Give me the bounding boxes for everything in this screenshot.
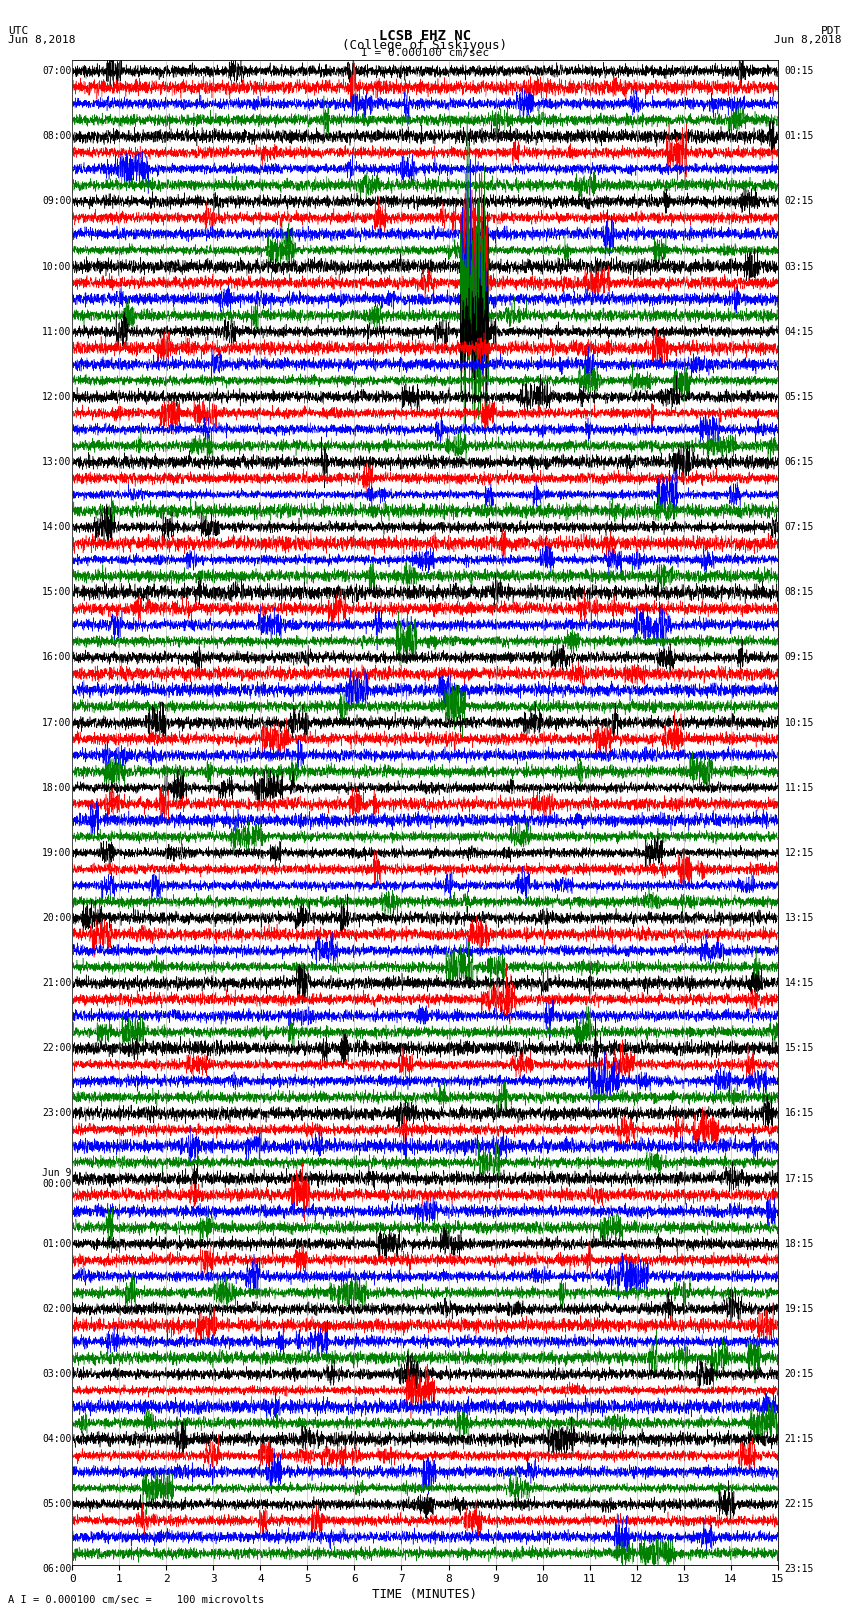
Text: 23:15: 23:15	[785, 1565, 814, 1574]
Text: A I = 0.000100 cm/sec =    100 microvolts: A I = 0.000100 cm/sec = 100 microvolts	[8, 1595, 264, 1605]
Text: 21:15: 21:15	[785, 1434, 814, 1444]
Text: 07:00: 07:00	[42, 66, 71, 76]
Text: 22:00: 22:00	[42, 1044, 71, 1053]
Text: 18:00: 18:00	[42, 782, 71, 792]
Text: 13:15: 13:15	[785, 913, 814, 923]
Text: 05:00: 05:00	[42, 1500, 71, 1510]
Text: 10:00: 10:00	[42, 261, 71, 271]
Text: 23:00: 23:00	[42, 1108, 71, 1118]
Text: 03:15: 03:15	[785, 261, 814, 271]
Text: 21:00: 21:00	[42, 977, 71, 989]
Text: 06:15: 06:15	[785, 456, 814, 468]
Text: 17:00: 17:00	[42, 718, 71, 727]
Text: 18:15: 18:15	[785, 1239, 814, 1248]
Text: Jun 9
00:00: Jun 9 00:00	[42, 1168, 71, 1189]
Text: LCSB EHZ NC: LCSB EHZ NC	[379, 29, 471, 44]
Text: PDT: PDT	[821, 26, 842, 35]
Text: 04:15: 04:15	[785, 327, 814, 337]
Text: 08:00: 08:00	[42, 131, 71, 142]
Text: 16:15: 16:15	[785, 1108, 814, 1118]
Text: 07:15: 07:15	[785, 523, 814, 532]
Text: 06:00: 06:00	[42, 1565, 71, 1574]
Text: 02:15: 02:15	[785, 197, 814, 206]
Text: 13:00: 13:00	[42, 456, 71, 468]
Text: 12:00: 12:00	[42, 392, 71, 402]
Text: 20:15: 20:15	[785, 1369, 814, 1379]
Text: 00:15: 00:15	[785, 66, 814, 76]
Text: 19:00: 19:00	[42, 848, 71, 858]
Text: 05:15: 05:15	[785, 392, 814, 402]
Text: 04:00: 04:00	[42, 1434, 71, 1444]
Text: 17:15: 17:15	[785, 1174, 814, 1184]
Text: 01:15: 01:15	[785, 131, 814, 142]
Text: 10:15: 10:15	[785, 718, 814, 727]
Text: 09:15: 09:15	[785, 652, 814, 663]
Text: 22:15: 22:15	[785, 1500, 814, 1510]
Text: 15:00: 15:00	[42, 587, 71, 597]
Text: UTC: UTC	[8, 26, 29, 35]
X-axis label: TIME (MINUTES): TIME (MINUTES)	[372, 1589, 478, 1602]
Text: 01:00: 01:00	[42, 1239, 71, 1248]
Text: 14:15: 14:15	[785, 977, 814, 989]
Text: 16:00: 16:00	[42, 652, 71, 663]
Text: 03:00: 03:00	[42, 1369, 71, 1379]
Text: Jun 8,2018: Jun 8,2018	[774, 35, 842, 45]
Text: 11:15: 11:15	[785, 782, 814, 792]
Text: Jun 8,2018: Jun 8,2018	[8, 35, 76, 45]
Text: 19:15: 19:15	[785, 1303, 814, 1315]
Text: 12:15: 12:15	[785, 848, 814, 858]
Text: 11:00: 11:00	[42, 327, 71, 337]
Text: 14:00: 14:00	[42, 523, 71, 532]
Text: 15:15: 15:15	[785, 1044, 814, 1053]
Text: 20:00: 20:00	[42, 913, 71, 923]
Text: 02:00: 02:00	[42, 1303, 71, 1315]
Text: 08:15: 08:15	[785, 587, 814, 597]
Text: I = 0.000100 cm/sec: I = 0.000100 cm/sec	[361, 48, 489, 58]
Text: 09:00: 09:00	[42, 197, 71, 206]
Text: (College of Siskiyous): (College of Siskiyous)	[343, 39, 507, 52]
